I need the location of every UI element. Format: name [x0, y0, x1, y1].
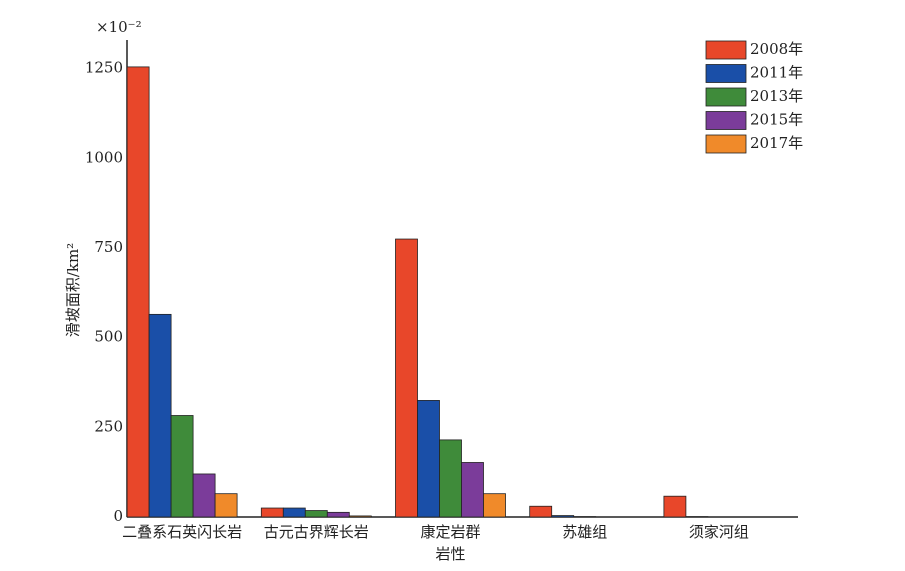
y-tick-label: 750	[94, 238, 123, 256]
bar	[260, 507, 284, 518]
bar	[663, 495, 687, 518]
x-tick-label: 苏雄组	[562, 523, 607, 541]
y-unit: ×10⁻²	[96, 18, 142, 36]
bar	[439, 439, 462, 518]
bar	[395, 238, 418, 518]
bar	[282, 507, 306, 518]
legend-swatch	[705, 111, 747, 130]
bar	[326, 511, 350, 518]
legend-label: 2011年	[750, 64, 803, 82]
y-tick-label: 1000	[85, 148, 123, 166]
legend-label: 2013年	[750, 87, 803, 105]
bar	[551, 515, 575, 518]
bar	[126, 66, 150, 518]
y-tick-label: 0	[113, 507, 123, 525]
legend-label: 2015年	[750, 111, 803, 129]
y-axis-label: 滑坡面积/km²	[64, 243, 82, 337]
x-tick-label: 二叠系石英闪长岩	[122, 523, 242, 541]
bar	[348, 515, 372, 518]
legend-swatch	[705, 134, 747, 154]
y-tick-label: 500	[94, 328, 123, 346]
x-tick-label: 须家河组	[689, 523, 749, 541]
bar	[483, 493, 506, 518]
x-tick-label: 古元古界辉长岩	[264, 523, 369, 541]
legend-label: 2017年	[750, 134, 803, 152]
legend-label: 2008年	[750, 40, 803, 58]
x-tick-label: 康定岩群岩性	[420, 523, 480, 563]
y-tick-label: 250	[94, 417, 123, 435]
legend-swatch	[705, 87, 747, 107]
legend-swatch	[705, 64, 747, 83]
bar	[304, 510, 328, 518]
bar	[529, 505, 553, 518]
bar	[417, 400, 440, 518]
bar	[192, 473, 216, 518]
bar	[148, 313, 172, 518]
bar	[170, 415, 194, 518]
bar	[214, 493, 238, 518]
legend-swatch	[705, 40, 747, 60]
bar	[461, 462, 484, 518]
y-tick-label: 1250	[85, 59, 123, 77]
